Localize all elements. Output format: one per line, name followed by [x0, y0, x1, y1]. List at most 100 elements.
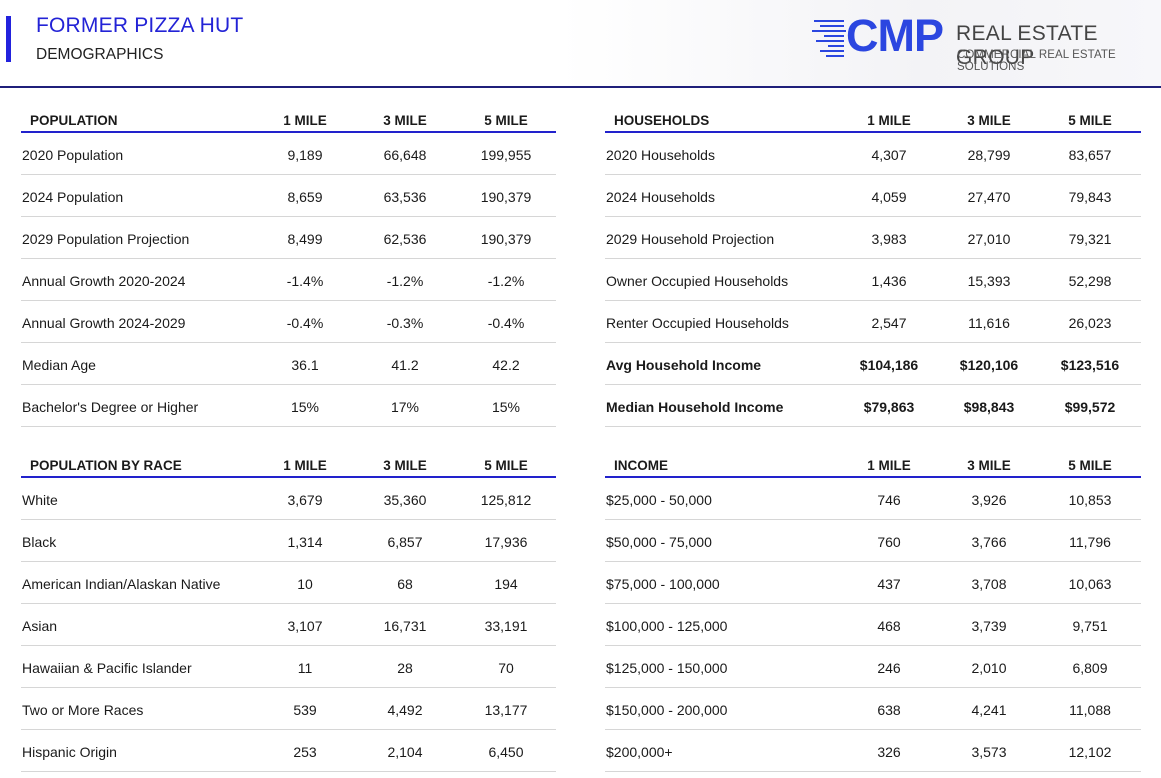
- cell-value: 2,547: [871, 315, 907, 331]
- table-row: Annual Growth 2020-2024 -1.4% -1.2% -1.2%: [21, 259, 556, 301]
- row-label: 2020 Households: [606, 147, 715, 163]
- table-row: $125,000 - 150,000 246 2,010 6,809: [605, 646, 1141, 688]
- page-title: FORMER PIZZA HUT: [36, 14, 244, 37]
- cell-value: 11,796: [1069, 534, 1111, 550]
- cell-value: 3,573: [971, 744, 1007, 760]
- row-label: White: [22, 492, 58, 508]
- cell-value: 326: [877, 744, 901, 760]
- cell-value: 15%: [290, 399, 320, 415]
- header-label: INCOME: [614, 458, 668, 473]
- cell-value: 2,010: [971, 660, 1007, 676]
- row-label: Two or More Races: [22, 702, 144, 718]
- column-header: 3 MILE: [383, 458, 427, 473]
- cell-value: 3,926: [971, 492, 1007, 508]
- cell-value: 13,177: [484, 702, 528, 718]
- table-row: $100,000 - 125,000 468 3,739 9,751: [605, 604, 1141, 646]
- row-label: American Indian/Alaskan Native: [22, 576, 221, 592]
- cell-value: 638: [877, 702, 901, 718]
- table-header: POPULATION BY RACE 1 MILE 3 MILE 5 MILE: [21, 448, 556, 478]
- cell-value: $120,106: [959, 357, 1019, 373]
- income-table: INCOME 1 MILE 3 MILE 5 MILE $25,000 - 50,000…: [605, 448, 1141, 772]
- cell-value: 79,843: [1068, 189, 1112, 205]
- row-label: $150,000 - 200,000: [606, 702, 728, 718]
- cell-value: 468: [877, 618, 901, 634]
- table-header: POPULATION 1 MILE 3 MILE 5 MILE: [21, 103, 556, 133]
- table-row: 2024 Households 4,059 27,470 79,843: [605, 175, 1141, 217]
- row-label: $100,000 - 125,000: [606, 618, 728, 634]
- cell-value: -1.2%: [487, 273, 525, 289]
- row-label: 2024 Households: [606, 189, 715, 205]
- cell-value: $99,572: [1064, 399, 1116, 415]
- table-header: HOUSEHOLDS 1 MILE 3 MILE 5 MILE: [605, 103, 1141, 133]
- cell-value: 6,857: [387, 534, 423, 550]
- population-by-race-table: POPULATION BY RACE 1 MILE 3 MILE 5 MILE Whit…: [21, 448, 556, 772]
- cell-value: 28: [397, 660, 413, 676]
- cell-value: -1.2%: [386, 273, 424, 289]
- row-label: Median Age: [22, 357, 96, 373]
- cell-value: 12,102: [1068, 744, 1112, 760]
- logo-mark: CMP: [846, 10, 944, 61]
- row-label: Renter Occupied Households: [606, 315, 789, 331]
- cell-value: 41.2: [391, 357, 419, 373]
- cell-value: 11,088: [1069, 702, 1111, 718]
- row-label: Asian: [22, 618, 58, 634]
- cell-value: 3,983: [871, 231, 907, 247]
- table-row: Renter Occupied Households 2,547 11,616 26,…: [605, 301, 1141, 343]
- column-header: 1 MILE: [283, 113, 327, 128]
- table-header: INCOME 1 MILE 3 MILE 5 MILE: [605, 448, 1141, 478]
- population-table: POPULATION 1 MILE 3 MILE 5 MILE 2020 Populat…: [21, 103, 556, 427]
- row-label: $200,000+: [606, 744, 673, 760]
- row-label: 2020 Population: [22, 147, 124, 163]
- table-row: $25,000 - 50,000 746 3,926 10,853: [605, 478, 1141, 520]
- row-label: Median Household Income: [606, 399, 784, 415]
- row-label: 2024 Population: [22, 189, 124, 205]
- table-row: Avg Household Income $104,186 $120,106 $123…: [605, 343, 1141, 385]
- header-background: [560, 0, 1161, 86]
- cell-value: 246: [877, 660, 901, 676]
- company-logo: CMP REAL ESTATE GROUP COMMERCIAL REAL ES…: [812, 10, 1152, 73]
- column-header: 1 MILE: [867, 458, 911, 473]
- logo-name: REAL ESTATE GROUP: [956, 22, 1098, 69]
- header-label: POPULATION: [30, 113, 118, 128]
- cell-value: 10,063: [1068, 576, 1112, 592]
- table-row: American Indian/Alaskan Native 10 68 194: [21, 562, 556, 604]
- cell-value: 15%: [491, 399, 521, 415]
- cell-value: 4,492: [387, 702, 423, 718]
- table-row: Black 1,314 6,857 17,936: [21, 520, 556, 562]
- row-label: Owner Occupied Households: [606, 273, 789, 289]
- cell-value: 10,853: [1068, 492, 1112, 508]
- table-row: Median Age 36.1 41.2 42.2: [21, 343, 556, 385]
- row-label: Annual Growth 2024-2029: [22, 315, 186, 331]
- table-row: White 3,679 35,360 125,812: [21, 478, 556, 520]
- cell-value: 190,379: [480, 231, 532, 247]
- row-label: $25,000 - 50,000: [606, 492, 712, 508]
- table-row: $200,000+ 326 3,573 12,102: [605, 730, 1141, 772]
- cell-value: 3,708: [971, 576, 1007, 592]
- column-header: 1 MILE: [867, 113, 911, 128]
- cell-value: $123,516: [1060, 357, 1120, 373]
- table-row: Two or More Races 539 4,492 13,177: [21, 688, 556, 730]
- row-label: Hispanic Origin: [22, 744, 117, 760]
- row-label: $50,000 - 75,000: [606, 534, 712, 550]
- column-header: 1 MILE: [283, 458, 327, 473]
- table-row: $50,000 - 75,000 760 3,766 11,796: [605, 520, 1141, 562]
- table-row: $75,000 - 100,000 437 3,708 10,063: [605, 562, 1141, 604]
- cell-value: 190,379: [480, 189, 532, 205]
- cell-value: 3,739: [971, 618, 1007, 634]
- column-header: 3 MILE: [383, 113, 427, 128]
- table-row: Median Household Income $79,863 $98,843 $99…: [605, 385, 1141, 427]
- logo-lines-icon: [812, 20, 846, 57]
- header-label: POPULATION BY RACE: [30, 458, 182, 473]
- row-label: $125,000 - 150,000: [606, 660, 728, 676]
- table-row: Annual Growth 2024-2029 -0.4% -0.3% -0.4%: [21, 301, 556, 343]
- cell-value: $79,863: [863, 399, 915, 415]
- cell-value: 4,241: [971, 702, 1007, 718]
- row-label: $75,000 - 100,000: [606, 576, 720, 592]
- cell-value: 2,104: [387, 744, 423, 760]
- page-subtitle: DEMOGRAPHICS: [36, 46, 164, 63]
- cell-value: 27,470: [967, 189, 1011, 205]
- cell-value: $98,843: [963, 399, 1015, 415]
- table-row: Asian 3,107 16,731 33,191: [21, 604, 556, 646]
- cell-value: 27,010: [967, 231, 1011, 247]
- cell-value: 6,809: [1072, 660, 1108, 676]
